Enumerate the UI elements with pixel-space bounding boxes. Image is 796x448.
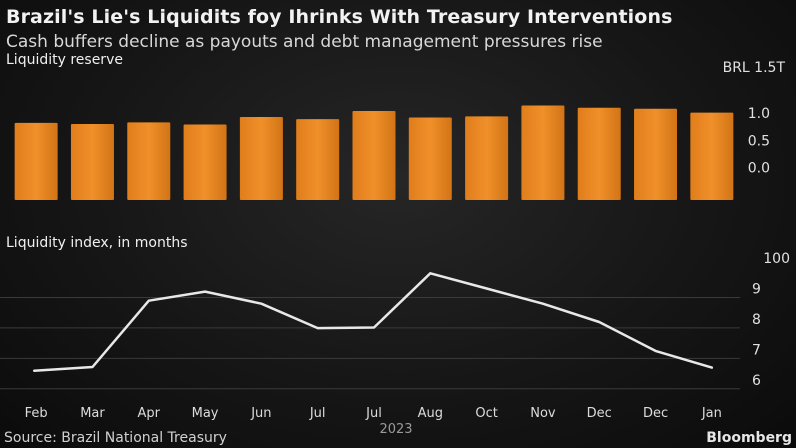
bar-aug <box>408 117 452 200</box>
x-tick-label-nov: Nov <box>530 406 556 421</box>
x-axis-year-label: 2023 <box>379 422 412 437</box>
chart-title: Brazil's Lie's Liquidits foy Ihrinks Wit… <box>6 6 673 28</box>
bar-jul <box>296 119 340 200</box>
chart-subtitle: Cash buffers decline as payouts and debt… <box>6 32 603 52</box>
x-tick-label-jun: Jun <box>250 406 271 421</box>
bloomberg-logo: Bloomberg <box>706 430 792 446</box>
bar-y-tick-label: 0.0 <box>748 160 770 176</box>
x-tick-label-jul: Jul <box>309 406 326 421</box>
x-tick-label-mar: Mar <box>80 406 105 421</box>
bar-jul <box>352 110 396 200</box>
x-tick-label-apr: Apr <box>138 406 161 421</box>
bar-nov <box>521 105 565 200</box>
x-tick-label-may: May <box>192 406 219 421</box>
x-tick-label-aug: Aug <box>418 406 443 421</box>
bar-y-tick-label: 0.5 <box>748 133 770 149</box>
bar-may <box>183 124 227 200</box>
x-tick-label-oct: Oct <box>475 406 497 421</box>
bar-mar <box>70 124 114 200</box>
source-note: Source: Brazil National Treasury <box>4 430 227 446</box>
x-tick-label-dec: Dec <box>643 406 668 421</box>
bar-dec <box>577 107 621 200</box>
bar-jan <box>690 112 734 200</box>
liquidity-index-line <box>32 272 714 372</box>
bar-dec <box>634 108 678 200</box>
line-y-unit-label: 100 <box>763 251 790 267</box>
bar-feb <box>14 122 58 200</box>
x-tick-label-jan: Jan <box>701 406 722 421</box>
bar-y-unit-label: BRL 1.5T <box>723 60 786 76</box>
x-tick-label-dec: Dec <box>587 406 612 421</box>
line-y-tick-label: 8 <box>752 312 761 328</box>
bar-oct <box>465 116 509 200</box>
bar-apr <box>127 122 171 200</box>
bar-y-tick-label: 1.0 <box>748 106 770 122</box>
bar-panel-title: Liquidity reserve <box>6 52 123 68</box>
x-tick-label-feb: Feb <box>25 406 48 421</box>
line-y-tick-label: 7 <box>752 342 761 358</box>
line-y-tick-label: 9 <box>752 282 761 298</box>
x-tick-label-jul: Jul <box>365 406 382 421</box>
bar-jun <box>239 116 283 200</box>
line-y-tick-label: 6 <box>752 373 761 389</box>
line-panel-title: Liquidity index, in months <box>6 235 188 251</box>
